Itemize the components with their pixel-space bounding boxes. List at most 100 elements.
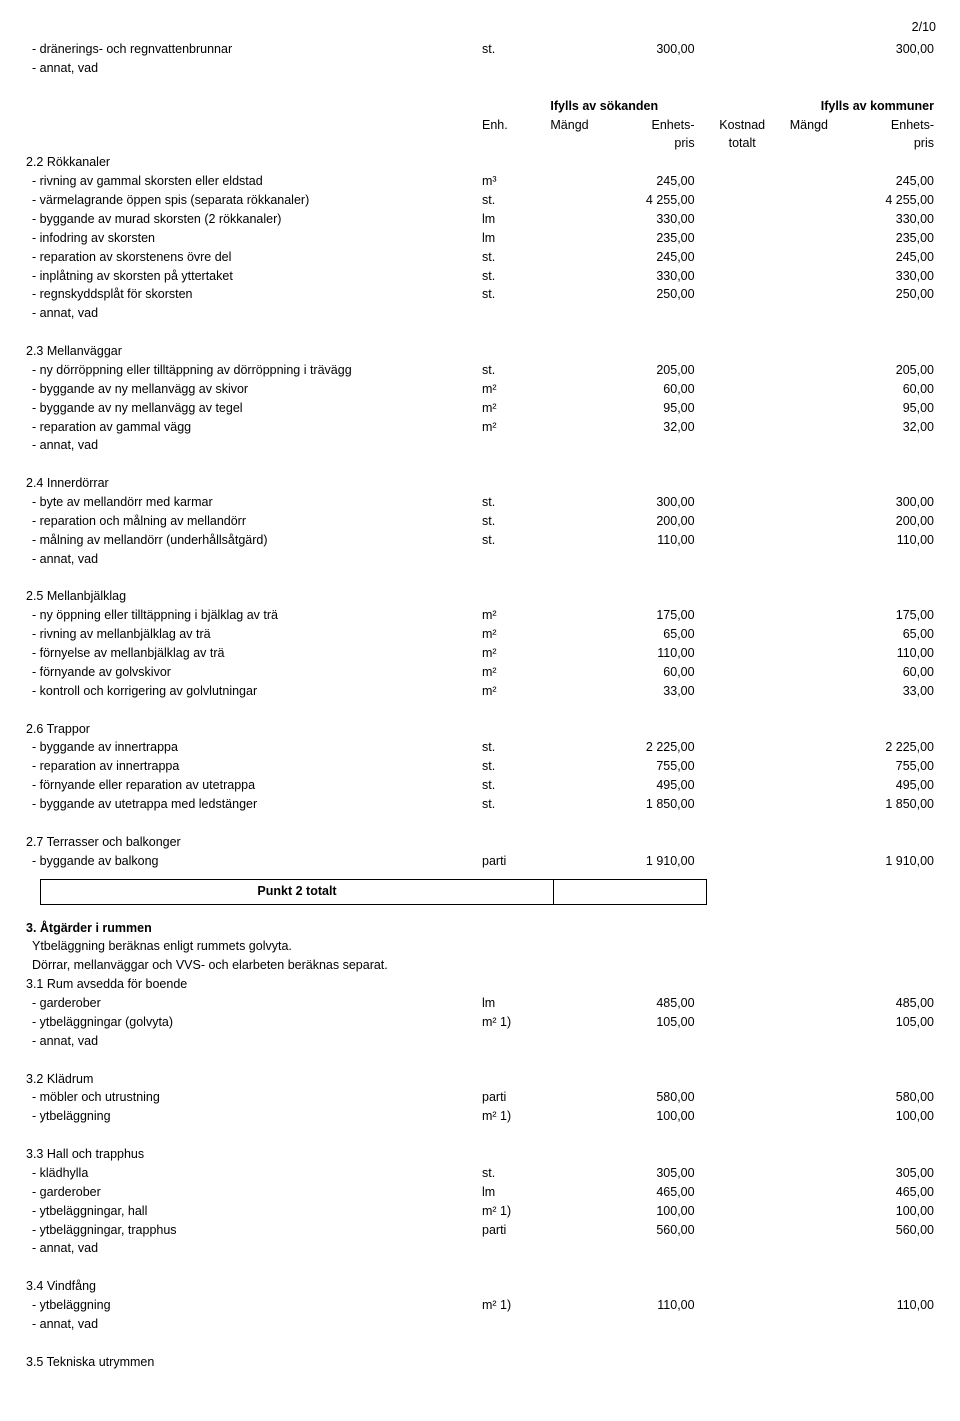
cell (697, 1145, 788, 1164)
price1: 300,00 (605, 493, 696, 512)
cost-table-2: 3. Åtgärder i rummenYtbeläggning beräkna… (24, 919, 936, 1372)
cell (548, 304, 605, 323)
price2: 100,00 (845, 1107, 936, 1126)
item-desc: - kontroll och korrigering av golvlutnin… (24, 682, 480, 701)
item-unit: st. (480, 795, 548, 814)
cell (548, 1145, 605, 1164)
cell (548, 59, 605, 78)
cell (788, 153, 845, 172)
cell (605, 342, 696, 361)
cell (788, 1315, 845, 1334)
item-desc: - möbler och utrustning (24, 1088, 480, 1107)
price1: 305,00 (605, 1164, 696, 1183)
annat: - annat, vad (24, 1239, 480, 1258)
cell (845, 474, 936, 493)
section-title: 2.7 Terrasser och balkonger (24, 833, 480, 852)
cell (845, 720, 936, 739)
qty1 (548, 248, 605, 267)
qty2 (788, 738, 845, 757)
item-desc: - förnyande av golvskivor (24, 663, 480, 682)
item-desc: - byggande av balkong (24, 852, 480, 871)
cell (548, 1239, 605, 1258)
price1: 1 910,00 (605, 852, 696, 871)
item-desc: - ytbeläggningar, trapphus (24, 1221, 480, 1240)
section-title: 3.1 Rum avsedda för boende (24, 975, 480, 994)
cell (548, 342, 605, 361)
item-unit: m² 1) (480, 1296, 548, 1315)
qty2 (788, 172, 845, 191)
qty2 (788, 663, 845, 682)
cell (697, 975, 788, 994)
item-unit: st. (480, 1164, 548, 1183)
hdr-pris2: pris (845, 134, 936, 153)
price1: 495,00 (605, 776, 696, 795)
qty2 (788, 1202, 845, 1221)
item-unit: lm (480, 229, 548, 248)
cell (605, 550, 696, 569)
qty2 (788, 1296, 845, 1315)
price2: 250,00 (845, 285, 936, 304)
qty2 (788, 191, 845, 210)
cost (697, 267, 788, 286)
cell (480, 59, 548, 78)
cell (605, 1239, 696, 1258)
cell (480, 153, 548, 172)
cost (697, 380, 788, 399)
qty1 (548, 852, 605, 871)
cost (697, 418, 788, 437)
cell (697, 436, 788, 455)
cell (480, 587, 548, 606)
item-desc: - värmelagrande öppen spis (separata rök… (24, 191, 480, 210)
cell (548, 1032, 605, 1051)
cell (480, 1239, 548, 1258)
qty2 (788, 1013, 845, 1032)
cost (697, 738, 788, 757)
cell (845, 304, 936, 323)
qty1 (548, 757, 605, 776)
section-title: 3.3 Hall och trapphus (24, 1145, 480, 1164)
price2: 33,00 (845, 682, 936, 701)
qty2 (788, 512, 845, 531)
qty1 (548, 285, 605, 304)
price1: 560,00 (605, 1221, 696, 1240)
cell (697, 720, 788, 739)
cell (480, 1277, 548, 1296)
price2: 2 225,00 (845, 738, 936, 757)
qty1 (548, 994, 605, 1013)
cell (845, 1070, 936, 1089)
section-title: 3. Åtgärder i rummen (24, 919, 480, 938)
punkt2-label: Punkt 2 totalt (41, 879, 554, 904)
cost (697, 1088, 788, 1107)
item-desc: - ny öppning eller tilltäppning i bjälkl… (24, 606, 480, 625)
s3-sub2: Dörrar, mellanväggar och VVS- och elarbe… (24, 956, 480, 975)
cell (788, 436, 845, 455)
price1: 245,00 (605, 248, 696, 267)
qty2 (788, 285, 845, 304)
price2: 175,00 (845, 606, 936, 625)
cell (480, 342, 548, 361)
item-desc: - målning av mellandörr (underhållsåtgär… (24, 531, 480, 550)
cost (697, 625, 788, 644)
qty2 (788, 210, 845, 229)
cost (697, 994, 788, 1013)
cell (845, 587, 936, 606)
section-title: 3.5 Tekniska utrymmen (24, 1353, 480, 1372)
section-title: 2.6 Trappor (24, 720, 480, 739)
item-unit: st. (480, 531, 548, 550)
cell (845, 1145, 936, 1164)
qty2 (788, 1164, 845, 1183)
cost (697, 493, 788, 512)
annat: - annat, vad (24, 1032, 480, 1051)
cell (605, 937, 696, 956)
price2: 60,00 (845, 663, 936, 682)
cell (605, 1032, 696, 1051)
qty1 (548, 418, 605, 437)
item-unit: m³ (480, 172, 548, 191)
section-title: 3.2 Klädrum (24, 1070, 480, 1089)
qty1 (548, 399, 605, 418)
item-unit: st. (480, 757, 548, 776)
cell (548, 1070, 605, 1089)
item-desc: - garderober (24, 1183, 480, 1202)
item-desc: - reparation av skorstenens övre del (24, 248, 480, 267)
annat: - annat, vad (24, 436, 480, 455)
